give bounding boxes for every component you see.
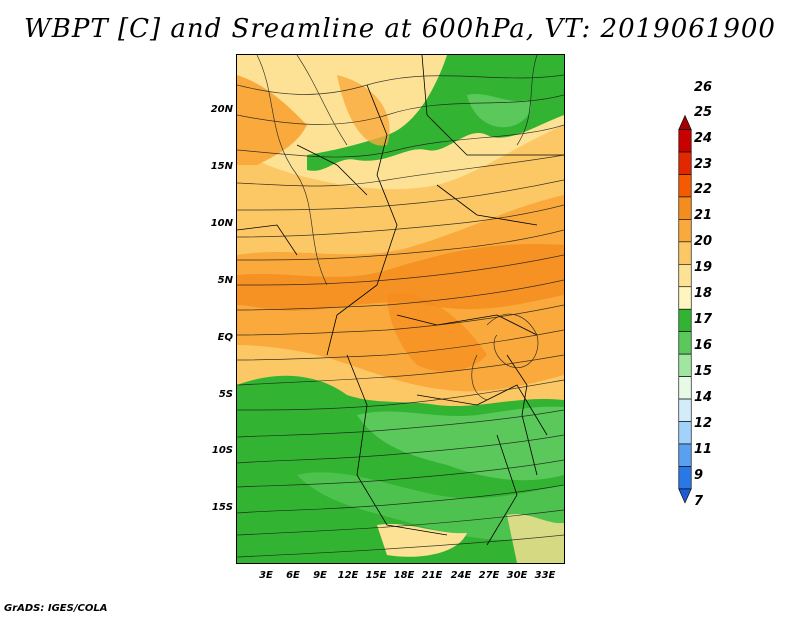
grads-credit: GrADS: IGES/COLA	[4, 603, 108, 614]
colorbar-swatch	[678, 488, 692, 504]
lat-label-20n: 20N	[210, 104, 233, 115]
colorbar-swatch	[678, 196, 692, 220]
lon-label-9e: 9E	[313, 570, 327, 581]
colorbar-label-21: 21	[694, 208, 713, 223]
colorbar	[678, 114, 692, 504]
colorbar-label-14: 14	[694, 390, 713, 405]
lat-label-10n: 10N	[210, 218, 233, 229]
colorbar-label-22: 22	[694, 182, 713, 197]
colorbar-label-11: 11	[694, 442, 713, 457]
colorbar-swatch	[678, 114, 692, 130]
lon-label-12e: 12E	[337, 570, 359, 581]
lon-label-21e: 21E	[421, 570, 443, 581]
colorbar-label-18: 18	[694, 286, 713, 301]
colorbar-swatch	[678, 376, 692, 400]
colorbar-swatch	[678, 174, 692, 198]
colorbar-swatch	[678, 398, 692, 422]
colorbar-swatch	[678, 263, 692, 288]
lat-label-10s: 10S	[211, 445, 233, 456]
colorbar-swatch	[678, 308, 692, 332]
colorbar-swatch	[678, 466, 692, 490]
colorbar-label-15: 15	[694, 364, 713, 379]
colorbar-label-17: 17	[694, 312, 713, 327]
colorbar-swatch	[678, 286, 692, 310]
colorbar-label-9: 9	[694, 468, 704, 483]
wbpt-field	[237, 55, 564, 563]
colorbar-swatch	[678, 219, 692, 243]
colorbar-swatch	[678, 331, 692, 355]
colorbar-swatch	[678, 241, 692, 265]
lon-label-30e: 30E	[506, 570, 528, 581]
colorbar-label-16: 16	[694, 338, 713, 353]
lon-label-3e: 3E	[259, 570, 273, 581]
lat-label-5n: 5N	[217, 275, 233, 286]
colorbar-swatch	[678, 129, 692, 153]
lon-label-6e: 6E	[286, 570, 300, 581]
colorbar-swatch	[678, 353, 692, 377]
lon-label-15e: 15E	[365, 570, 387, 581]
colorbar-swatch	[678, 421, 692, 445]
map-title: WBPT [C] and Sreamline at 600hPa, VT: 20…	[24, 14, 776, 44]
colorbar-swatch	[678, 443, 692, 467]
colorbar-label-12: 12	[694, 416, 713, 431]
colorbar-label-23: 23	[694, 157, 713, 172]
lon-label-24e: 24E	[450, 570, 472, 581]
colorbar-label-19: 19	[694, 260, 713, 275]
colorbar-swatch	[678, 151, 692, 175]
lat-label-15n: 15N	[210, 161, 233, 172]
colorbar-label-26: 26	[694, 80, 713, 95]
lon-label-33e: 33E	[534, 570, 556, 581]
weather-map	[236, 54, 565, 564]
lat-label-5s: 5S	[218, 389, 233, 400]
colorbar-label-7: 7	[694, 494, 704, 509]
lat-label-eq: EQ	[217, 332, 233, 343]
lon-label-27e: 27E	[478, 570, 500, 581]
colorbar-label-20: 20	[694, 234, 713, 249]
colorbar-label-24: 24	[694, 131, 713, 146]
lat-label-15s: 15S	[211, 502, 233, 513]
colorbar-label-25: 25	[694, 105, 713, 120]
lon-label-18e: 18E	[393, 570, 415, 581]
